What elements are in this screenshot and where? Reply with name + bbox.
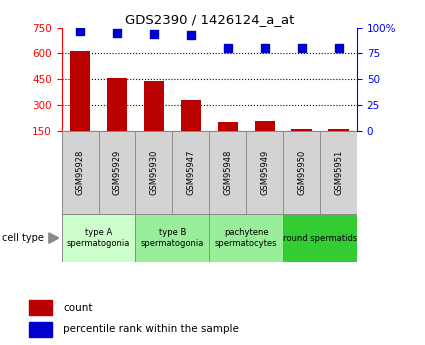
Text: GSM95949: GSM95949 (260, 150, 269, 195)
Bar (136, 214, 209, 262)
Bar (99, 131, 136, 214)
Bar (144, 81, 164, 131)
Text: GSM95947: GSM95947 (186, 150, 196, 195)
Text: type A
spermatogonia: type A spermatogonia (67, 228, 130, 248)
Bar (107, 79, 127, 131)
Point (187, 32, 194, 38)
Point (261, 46, 268, 51)
Bar (29, 322, 52, 337)
Bar (255, 121, 275, 131)
Bar (283, 214, 357, 262)
Point (335, 46, 342, 51)
Bar (209, 214, 283, 262)
Point (113, 30, 120, 36)
Text: GSM95951: GSM95951 (334, 150, 343, 195)
Title: GDS2390 / 1426124_a_at: GDS2390 / 1426124_a_at (125, 13, 294, 27)
Text: GSM95950: GSM95950 (297, 150, 306, 195)
Point (150, 31, 157, 37)
Point (298, 46, 305, 51)
Point (224, 46, 231, 51)
Bar (320, 131, 357, 214)
Bar (62, 131, 99, 214)
Text: round spermatids: round spermatids (283, 234, 357, 243)
Bar (70, 51, 90, 131)
Bar (292, 128, 312, 131)
Text: GSM95929: GSM95929 (113, 150, 122, 195)
Bar (329, 128, 348, 131)
Text: percentile rank within the sample: percentile rank within the sample (63, 325, 239, 334)
Text: count: count (63, 303, 93, 313)
Bar (173, 131, 209, 214)
Bar (218, 122, 238, 131)
Point (76, 28, 83, 33)
Text: cell type: cell type (2, 233, 44, 243)
Text: GSM95930: GSM95930 (150, 150, 159, 195)
Bar (283, 131, 320, 214)
Bar (62, 214, 136, 262)
Text: pachytene
spermatocytes: pachytene spermatocytes (215, 228, 278, 248)
Bar (209, 131, 246, 214)
Text: GSM95928: GSM95928 (76, 150, 85, 195)
Bar (136, 131, 173, 214)
Bar (181, 100, 201, 131)
Text: GSM95948: GSM95948 (223, 150, 232, 195)
Bar (29, 300, 52, 315)
Text: type B
spermatogonia: type B spermatogonia (141, 228, 204, 248)
Bar (246, 131, 283, 214)
